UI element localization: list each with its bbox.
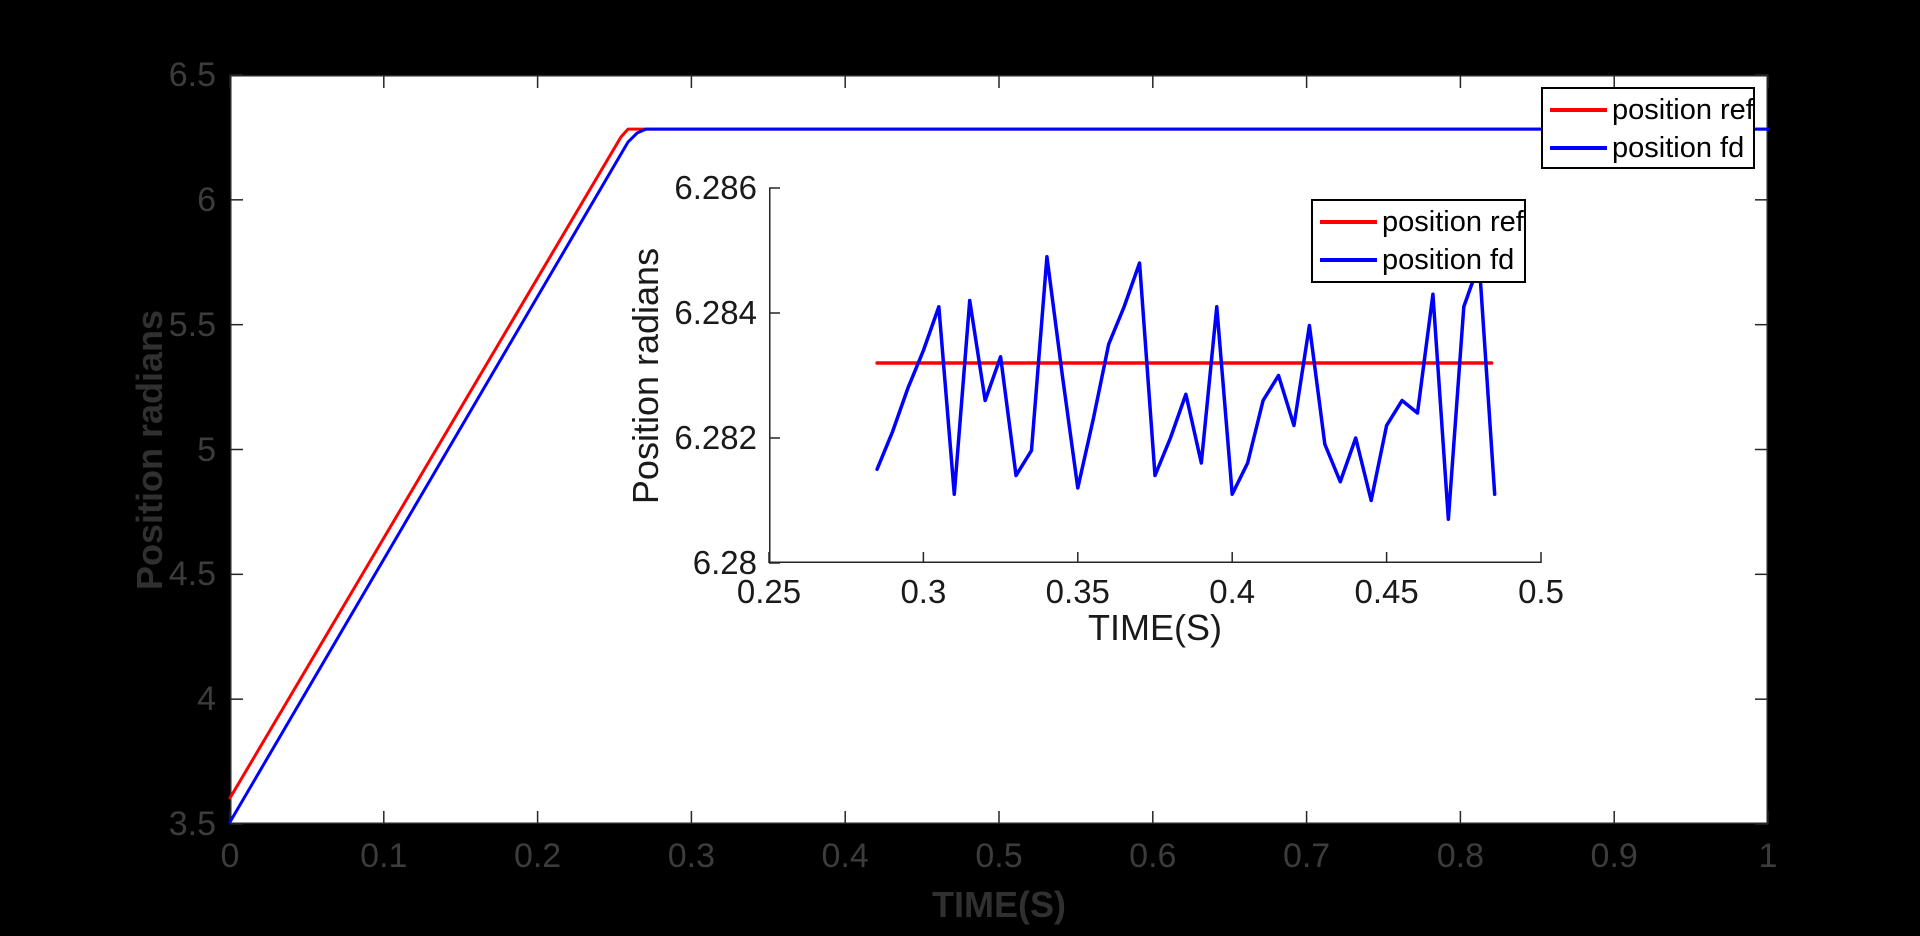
main-series-position-fd: [228, 127, 1770, 824]
ref-line-swatch: [1550, 108, 1607, 112]
inset-x-tick-label: 0.3: [900, 573, 947, 610]
main-legend-label-fd: position fd: [1612, 131, 1745, 164]
main-y-tick-label: 3.5: [168, 805, 216, 843]
main-x-tick-label: 0.1: [360, 837, 408, 875]
main-y-tick-label: 4: [197, 680, 216, 719]
inset-y-axis-label: Position radians: [625, 247, 666, 504]
main-x-axis-label: TIME(S): [932, 884, 1066, 925]
ref-line-swatch: [1320, 220, 1377, 224]
main-y-tick-label: 5: [197, 430, 216, 469]
main-legend-entry-ref: position ref: [1543, 91, 1754, 129]
inset-y-tick-label: 6.284: [674, 294, 757, 331]
inset-legend-label-ref: position ref: [1382, 205, 1524, 238]
main-x-tick-label: 0.3: [667, 837, 716, 875]
main-legend-entry-fd: position fd: [1543, 129, 1753, 167]
fd-line-swatch: [1550, 146, 1607, 150]
main-x-tick-label: 0.8: [1436, 837, 1485, 875]
main-x-tick-label: 0.4: [821, 837, 869, 875]
inset-x-tick-label: 0.25: [736, 573, 802, 610]
main-x-tick-label: 0: [220, 837, 240, 875]
main-x-tick-label: 0.6: [1129, 837, 1177, 875]
main-y-tick-label: 6.5: [168, 56, 216, 94]
inset-y-tick-label: 6.282: [674, 419, 757, 456]
main-x-tick-label: 0.9: [1590, 837, 1638, 875]
inset-plot-area: TIME(S) Position radians position ref po…: [625, 169, 1564, 648]
main-plot-svg: [228, 74, 1770, 825]
main-x-tick-label: 0.5: [975, 837, 1023, 875]
inset-y-tick-label: 6.286: [674, 169, 757, 206]
main-y-tick-label: 4.5: [168, 555, 216, 594]
main-legend: position ref position fd: [1541, 87, 1755, 169]
main-x-tick-label: 0.2: [513, 837, 562, 875]
inset-x-tick-label: 0.35: [1045, 573, 1110, 610]
inset-series-position-fd: [875, 255, 1497, 521]
inset-x-tick-label: 0.5: [1518, 573, 1564, 610]
inset-legend-entry-ref: position ref: [1313, 203, 1524, 241]
inset-y-tick-label: 6.28: [692, 544, 757, 581]
main-x-tick-label: 1: [1758, 837, 1778, 875]
inset-legend: position ref position fd: [1311, 199, 1526, 283]
main-y-tick-label: 5.5: [168, 305, 216, 344]
inset-legend-label-fd: position fd: [1382, 243, 1515, 276]
inset-legend-entry-fd: position fd: [1313, 241, 1524, 279]
inset-x-tick-label: 0.4: [1209, 573, 1256, 610]
inset-x-tick-label: 0.45: [1354, 573, 1419, 610]
main-legend-label-ref: position ref: [1612, 93, 1754, 126]
inset-x-axis-label: TIME(S): [1088, 607, 1222, 648]
main-y-tick-label: 6: [197, 180, 216, 219]
inset-plot-svg: [768, 187, 1542, 564]
fd-line-swatch: [1320, 258, 1377, 262]
main-x-tick-label: 0.7: [1282, 837, 1331, 875]
